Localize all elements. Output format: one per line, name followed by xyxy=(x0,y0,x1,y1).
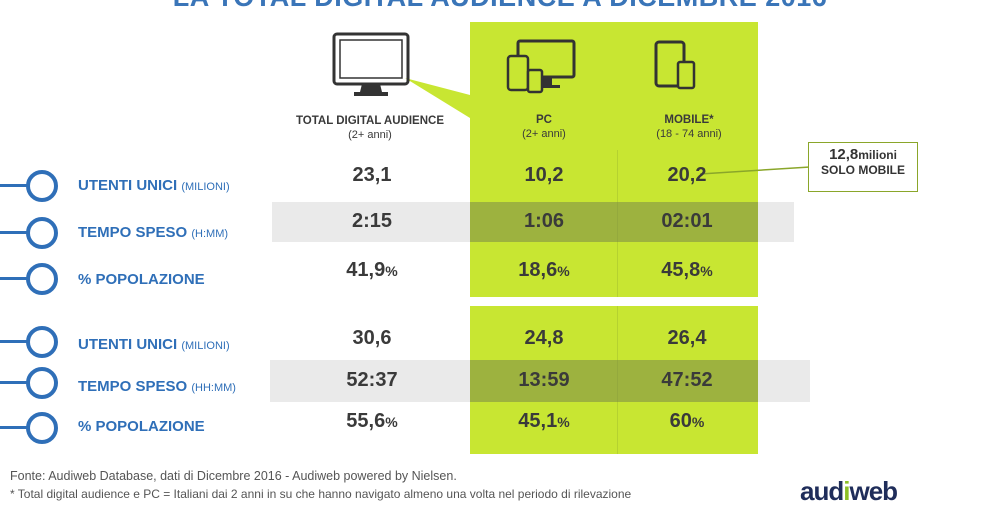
footnote: * Total digital audience e PC = Italiani… xyxy=(10,487,632,501)
row-bullet xyxy=(0,412,58,444)
row-label-utenti-unici: UTENTI UNICI (MILIONI) xyxy=(78,336,230,353)
value-cell: 20,2 xyxy=(667,164,707,186)
value-cell: 45,1% xyxy=(518,410,570,432)
value-cell: 41,9% xyxy=(346,259,398,281)
row-label-popolazione: % POPOLAZIONE xyxy=(78,271,205,288)
value-cell: 18,6% xyxy=(518,259,570,281)
pointer-wedge xyxy=(405,78,470,118)
value-cell: 30,6 xyxy=(352,327,392,349)
callout-value: 12,8 xyxy=(829,146,859,163)
column-divider xyxy=(617,150,618,297)
row-label-tempo-speso: TEMPO SPESO (HH:MM) xyxy=(78,378,236,395)
audiweb-logo: audiweb xyxy=(800,476,898,506)
solo-mobile-callout: 12,8milioni SOLO MOBILE xyxy=(808,142,918,192)
row-bullet xyxy=(0,263,58,295)
source-note: Fonte: Audiweb Database, dati di Dicembr… xyxy=(10,469,457,483)
row-label-tempo-speso: TEMPO SPESO (H:MM) xyxy=(78,224,229,241)
highlight-column-bottom xyxy=(470,306,758,454)
callout-unit: milioni xyxy=(858,148,897,162)
row-band-highlight xyxy=(470,202,758,242)
column-header-pc: PC (2+ anni) xyxy=(522,114,566,140)
value-cell: 45,8% xyxy=(661,259,713,281)
column-divider xyxy=(617,306,618,454)
row-band xyxy=(270,360,810,402)
row-bullet xyxy=(0,326,58,358)
page-title: LA TOTAL DIGITAL AUDIENCE A DICEMBRE 201… xyxy=(0,0,1000,13)
column-header-total: TOTAL DIGITAL AUDIENCE (2+ anni) xyxy=(295,115,444,141)
column-header-mobile: MOBILE* (18 - 74 anni) xyxy=(656,114,722,140)
value-cell: 10,2 xyxy=(524,164,564,186)
value-cell: 24,8 xyxy=(524,327,564,349)
row-bullet xyxy=(0,217,58,249)
value-cell: 2:15 xyxy=(351,210,393,232)
value-cell: 26,4 xyxy=(667,327,707,349)
monitor-icon xyxy=(332,32,410,96)
value-cell: 47:52 xyxy=(661,369,713,391)
mobile-devices-icon xyxy=(654,40,696,90)
value-cell: 60% xyxy=(669,410,705,432)
value-cell: 1:06 xyxy=(523,210,565,232)
value-cell: 23,1 xyxy=(352,164,392,186)
row-band xyxy=(272,202,794,242)
row-label-popolazione: % POPOLAZIONE xyxy=(78,418,205,435)
row-band-highlight xyxy=(470,360,758,402)
callout-line xyxy=(700,166,811,175)
pc-devices-icon xyxy=(506,39,576,94)
row-bullet xyxy=(0,170,58,202)
value-cell: 55,6% xyxy=(346,410,398,432)
row-label-utenti-unici: UTENTI UNICI (MILIONI) xyxy=(78,177,230,194)
value-cell: 13:59 xyxy=(518,369,570,391)
row-bullet xyxy=(0,367,58,399)
callout-label: SOLO MOBILE xyxy=(821,163,905,177)
value-cell: 02:01 xyxy=(661,210,713,232)
value-cell: 52:37 xyxy=(346,369,398,391)
